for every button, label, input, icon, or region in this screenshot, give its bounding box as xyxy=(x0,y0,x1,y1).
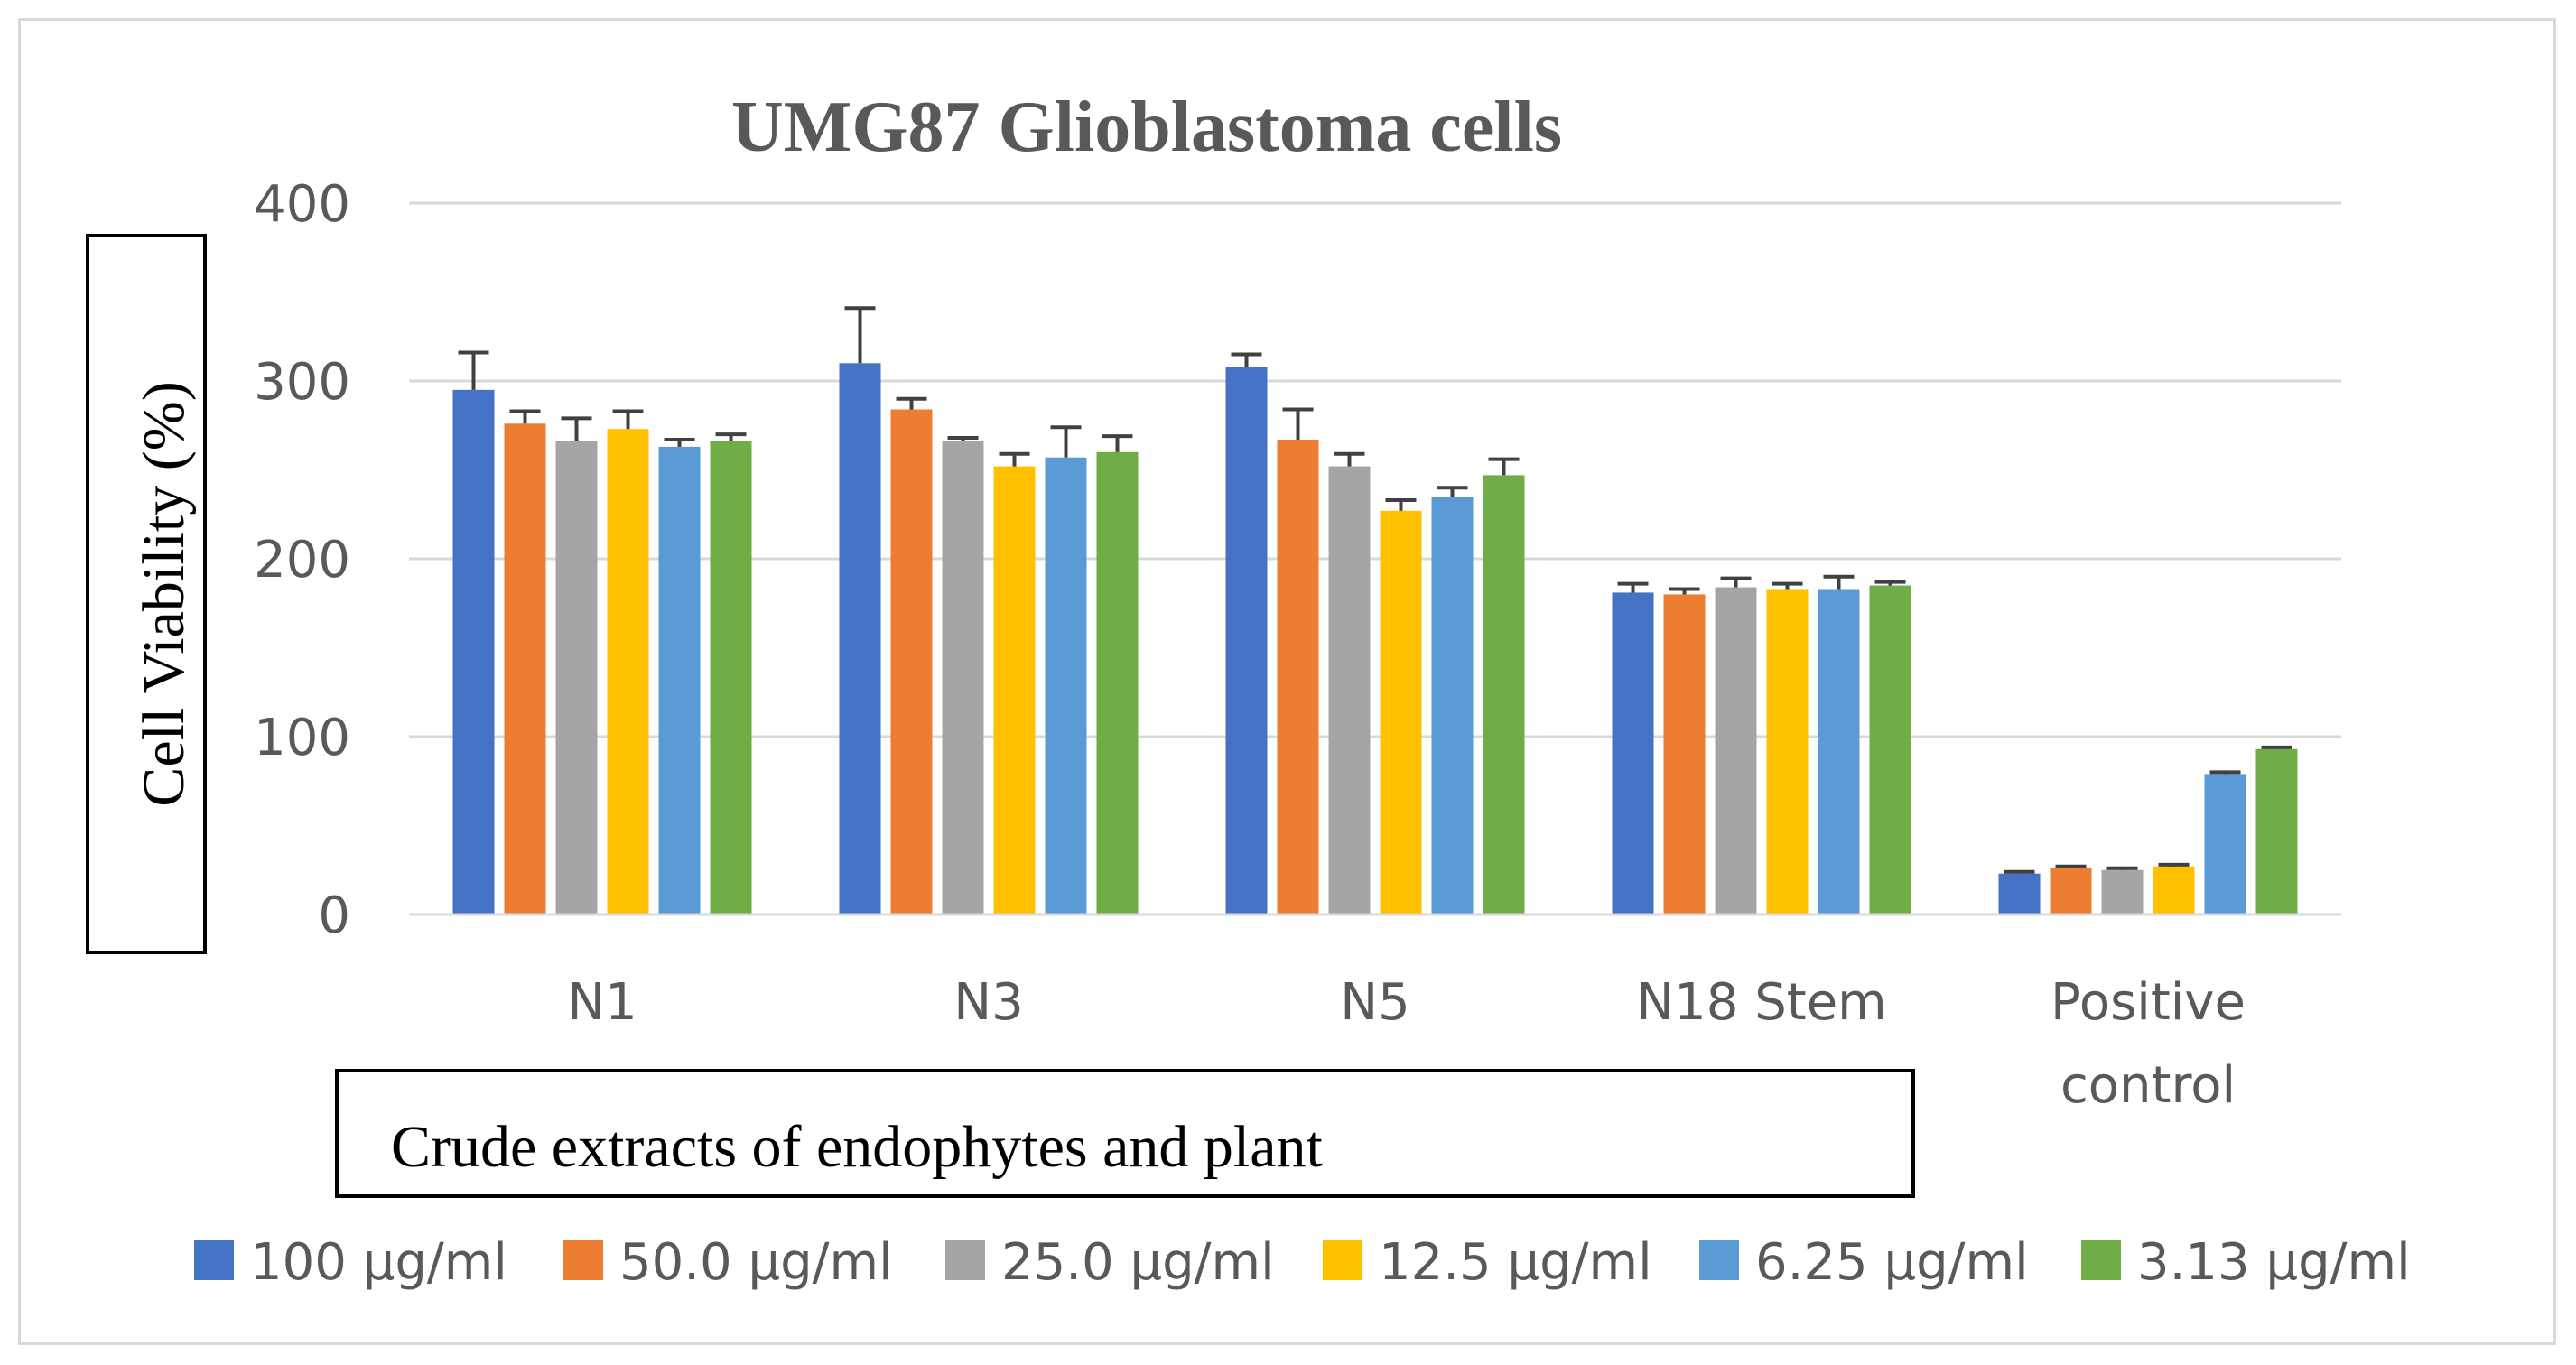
y-tick-label: 200 xyxy=(254,531,350,590)
y-axis-label: Cell Viability (%) xyxy=(131,381,197,806)
bar xyxy=(2204,774,2246,915)
x-tick-label: N1 xyxy=(567,973,637,1032)
bar xyxy=(942,441,984,915)
bar xyxy=(1869,585,1911,915)
bar xyxy=(1328,466,1371,915)
bar xyxy=(658,446,701,915)
bar xyxy=(1045,457,1087,915)
bar xyxy=(1715,587,1757,915)
legend-label: 50.0 μg/ml xyxy=(619,1233,893,1292)
bar xyxy=(1612,592,1654,915)
legend-swatch xyxy=(194,1240,234,1280)
legend-swatch xyxy=(1699,1240,1739,1280)
legend-item: 12.5 μg/ml xyxy=(1323,1233,1652,1292)
x-axis-ticks: N1 N3 N5 N18 Stem Positive control xyxy=(567,973,2246,1115)
legend-label: 25.0 μg/ml xyxy=(1001,1233,1275,1292)
legend-item: 100 μg/ml xyxy=(194,1233,507,1292)
legend-item: 25.0 μg/ml xyxy=(945,1233,1275,1292)
bar xyxy=(1818,589,1860,915)
bar xyxy=(1380,510,1422,915)
x-axis-label: Crude extracts of endophytes and plant xyxy=(391,1114,1323,1180)
bar xyxy=(1998,873,2041,915)
y-axis-label-box xyxy=(86,234,207,954)
bar xyxy=(1663,594,1706,915)
bar xyxy=(2153,866,2195,915)
bar xyxy=(2101,869,2144,915)
legend: 100 μg/ml 50.0 μg/ml 25.0 μg/ml 12.5 μg/ml 6… xyxy=(194,1233,2411,1292)
x-tick-label: N5 xyxy=(1340,973,1410,1032)
y-tick-label: 0 xyxy=(318,887,350,945)
x-tick-label: N3 xyxy=(953,973,1024,1032)
legend-swatch xyxy=(945,1240,985,1280)
chart-title: UMG87 Glioblastoma cells xyxy=(731,88,1562,167)
legend-item: 3.13 μg/ml xyxy=(2081,1233,2411,1292)
bar xyxy=(1277,440,1319,915)
bar xyxy=(993,466,1036,915)
bar xyxy=(504,423,546,915)
legend-item: 50.0 μg/ml xyxy=(563,1233,893,1292)
bar xyxy=(452,389,495,915)
y-tick-label: 400 xyxy=(254,175,350,234)
bar xyxy=(839,363,881,915)
y-tick-label: 100 xyxy=(254,709,350,767)
bar xyxy=(1431,497,1474,915)
y-axis-ticks: 0 100 200 300 400 xyxy=(254,175,350,945)
bar xyxy=(1225,367,1268,915)
bars xyxy=(452,363,2298,915)
legend-label: 6.25 μg/ml xyxy=(1755,1233,2029,1292)
legend-label: 100 μg/ml xyxy=(250,1233,507,1292)
bar xyxy=(555,441,598,915)
bar xyxy=(2050,868,2092,915)
legend-swatch xyxy=(563,1240,603,1280)
legend-swatch xyxy=(1323,1240,1362,1280)
bar xyxy=(1766,589,1809,915)
legend-label: 12.5 μg/ml xyxy=(1379,1233,1652,1292)
x-tick-label: Positive control xyxy=(2051,973,2246,1115)
error-bars xyxy=(409,306,2341,916)
x-tick-label: N18 Stem xyxy=(1636,973,1886,1032)
x-axis-label-box xyxy=(335,1069,1915,1198)
legend-label: 3.13 μg/ml xyxy=(2137,1233,2411,1292)
bar xyxy=(1483,475,1525,915)
bar xyxy=(607,429,649,915)
y-tick-label: 300 xyxy=(254,353,350,412)
bar xyxy=(890,409,933,915)
legend-item: 6.25 μg/ml xyxy=(1699,1233,2029,1292)
bar xyxy=(1096,451,1139,915)
bar xyxy=(2255,748,2298,915)
legend-swatch xyxy=(2081,1240,2121,1280)
bar xyxy=(710,441,752,915)
